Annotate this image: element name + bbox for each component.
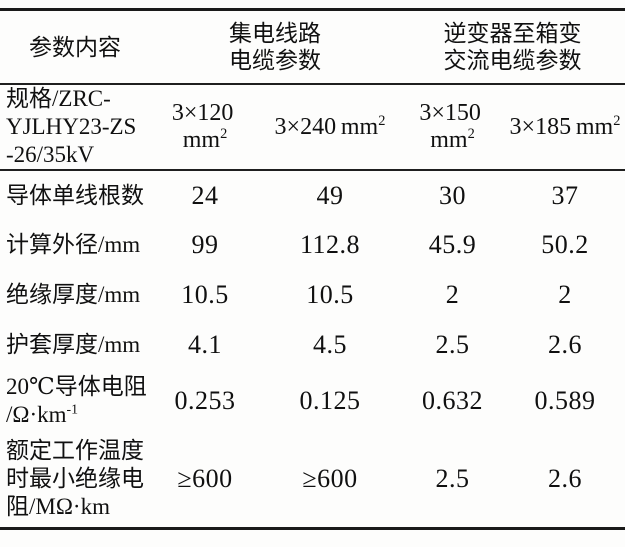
table-header-row: 参数内容 集电线路 电缆参数 逆变器至箱变 交流电缆参数 xyxy=(0,9,625,85)
value-cell: 10.5 xyxy=(181,280,229,309)
label-line: 规格/ZRC- xyxy=(6,86,111,111)
header-line: 逆变器至箱变 xyxy=(443,21,582,46)
value-cell: ≥600 xyxy=(302,464,358,494)
row-label: 规格/ZRC- YJLHY23-ZS -26/35kV xyxy=(0,84,150,171)
label-line: -26/35kV xyxy=(6,142,95,167)
value-cell: 0.125 xyxy=(299,386,361,415)
value-cell: 10.5 xyxy=(306,280,354,309)
value-cell: 50.2 xyxy=(541,230,589,259)
value-cell: 2.6 xyxy=(548,330,582,359)
value-cell: 0.253 xyxy=(174,386,236,415)
row-label: 护套厚度/mm xyxy=(6,332,141,357)
table-row-insulation-thickness: 绝缘厚度/mm 10.5 10.5 2 2 xyxy=(0,270,625,320)
header-line: 交流电缆参数 xyxy=(443,48,582,73)
value-cell: 49 xyxy=(316,180,344,210)
label-line: 时最小绝缘电 xyxy=(6,466,144,492)
value-cell: 3×120 mm2 xyxy=(150,84,260,171)
value-cell: 45.9 xyxy=(428,230,477,259)
cable-parameters-table: 参数内容 集电线路 电缆参数 逆变器至箱变 交流电缆参数 规格/ZRC- YJL… xyxy=(0,8,625,530)
value-cell: 37 xyxy=(551,180,579,210)
row-label: 绝缘厚度/mm xyxy=(6,282,141,307)
superscript: -1 xyxy=(66,401,79,417)
value-cell: 2 xyxy=(558,280,572,309)
value-cell: 24 xyxy=(191,180,219,210)
table-row-sheath-thickness: 护套厚度/mm 4.1 4.5 2.5 2.6 xyxy=(0,320,625,370)
label-line: /Ω·km-1 xyxy=(6,401,79,427)
value-cell: 4.1 xyxy=(188,330,222,359)
value-cell: 2.5 xyxy=(435,464,470,494)
value-cell: 2 xyxy=(445,280,460,309)
value-cell: 3×185 mm2 xyxy=(505,84,625,171)
table-row-outer-diameter: 计算外径/mm 99 112.8 45.9 50.2 xyxy=(0,220,625,270)
row-label: 计算外径/mm xyxy=(6,232,141,257)
header-param-content: 参数内容 xyxy=(0,9,150,85)
row-label: 导体单线根数 xyxy=(6,182,144,208)
value-cell: 99 xyxy=(191,230,219,259)
value-cell: 2.6 xyxy=(548,464,582,494)
value-cell: 2.5 xyxy=(435,330,470,359)
value-cell: 112.8 xyxy=(299,230,361,259)
table-row-spec: 规格/ZRC- YJLHY23-ZS -26/35kV 3×120 mm2 3×… xyxy=(0,84,625,171)
value-cell: 30 xyxy=(439,180,466,210)
value-cell: 3×150 mm2 xyxy=(400,84,505,171)
table-row-min-insulation-resistance: 额定工作温度 时最小绝缘电 阻/MΩ·km ≥600 ≥600 2.5 2.6 xyxy=(0,432,625,528)
header-inverter-group: 逆变器至箱变 交流电缆参数 xyxy=(400,9,625,85)
superscript: 2 xyxy=(613,112,621,129)
row-label: 20℃导体电阻 /Ω·km-1 xyxy=(0,370,150,432)
superscript: 2 xyxy=(220,126,228,142)
value-cell: 0.632 xyxy=(422,386,483,415)
row-label: 额定工作温度 时最小绝缘电 阻/MΩ·km xyxy=(0,432,150,528)
header-line: 电缆参数 xyxy=(229,48,321,73)
value-cell: 0.589 xyxy=(534,386,596,415)
label-line: 20℃导体电阻 xyxy=(6,374,147,399)
header-line: 集电线路 xyxy=(229,21,321,46)
value-cell: 4.5 xyxy=(313,330,347,359)
superscript: 2 xyxy=(378,112,386,129)
label-line: 阻/MΩ·km xyxy=(6,494,110,520)
header-collector-line-group: 集电线路 电缆参数 xyxy=(150,9,400,85)
table-row-conductor-resistance: 20℃导体电阻 /Ω·km-1 0.253 0.125 0.632 0.589 xyxy=(0,370,625,432)
value-cell: ≥600 xyxy=(177,464,233,494)
label-line: YJLHY23-ZS xyxy=(6,114,137,139)
superscript: 2 xyxy=(467,126,475,142)
table-row-conductor-count: 导体单线根数 24 49 30 37 xyxy=(0,170,625,220)
label-line: 额定工作温度 xyxy=(6,438,144,464)
value-cell: 3×240 mm2 xyxy=(260,84,400,171)
